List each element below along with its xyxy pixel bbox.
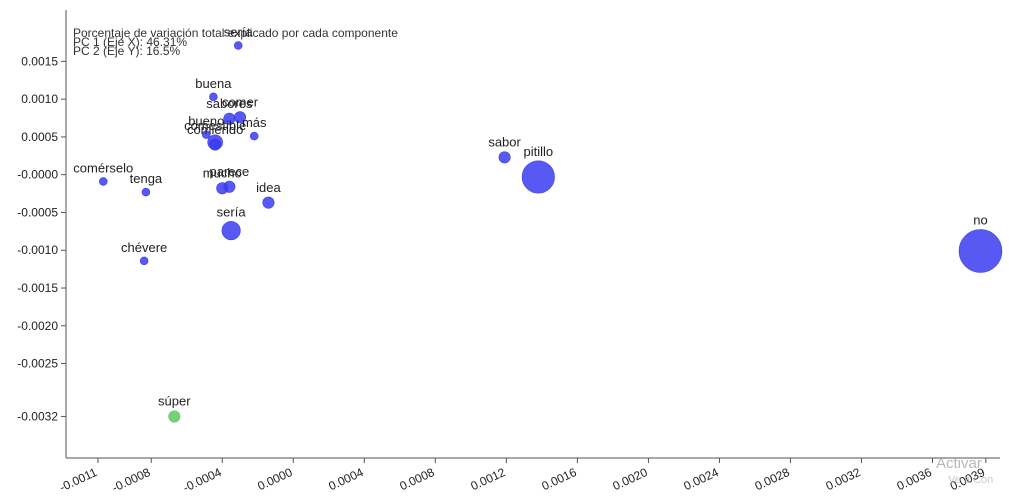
data-point-label: sabor: [488, 135, 521, 150]
x-tick-label: 0.0016: [539, 465, 578, 493]
chart-subtitle: PC 2 (Eje Y): 16.5%: [73, 44, 180, 58]
y-tick-label: -0.0010: [17, 243, 58, 257]
data-point-label: comiendo: [187, 122, 243, 137]
data-point[interactable]: [221, 221, 241, 241]
data-point-label: bueno: [188, 114, 224, 129]
data-point-label: parece: [209, 164, 249, 179]
data-point[interactable]: [223, 180, 236, 193]
watermark-line-1: Activar: [936, 455, 982, 472]
x-tick-label: 0.0032: [824, 465, 863, 493]
y-tick-label: -0.0032: [17, 409, 58, 423]
data-point-label: comérselo: [73, 161, 133, 176]
data-point-label: no: [973, 213, 987, 228]
data-point[interactable]: [202, 130, 211, 139]
y-tick-label: 0.0005: [21, 130, 58, 144]
data-point-label: pitillo: [524, 144, 554, 159]
data-point-label: chévere: [121, 240, 167, 255]
y-tick-label: -0.0020: [17, 319, 58, 333]
watermark-line-2: Ve a Con: [948, 474, 994, 486]
data-point-label: comestible: [184, 118, 246, 133]
data-point[interactable]: [262, 196, 275, 209]
data-point-label: comer: [222, 95, 259, 110]
x-tick-label: 0.0000: [255, 465, 294, 493]
y-tick-label: -0.0000: [17, 168, 58, 182]
data-point-label: sería: [217, 204, 247, 219]
data-point-label: más: [242, 115, 267, 130]
data-point[interactable]: [141, 187, 151, 197]
data-point-label: sabores: [206, 96, 253, 111]
x-tick-label: -0.0011: [57, 465, 99, 495]
data-point[interactable]: [498, 151, 511, 164]
data-point[interactable]: [139, 256, 149, 266]
data-point-label: buena: [195, 76, 232, 91]
data-point[interactable]: [233, 41, 243, 50]
data-point[interactable]: [958, 229, 1003, 273]
y-tick-label: -0.0005: [17, 205, 58, 219]
x-tick-label: 0.0028: [753, 465, 792, 493]
data-point[interactable]: [168, 410, 181, 423]
data-point[interactable]: [99, 177, 108, 186]
data-point[interactable]: [209, 138, 222, 151]
x-tick-label: -0.0004: [181, 465, 224, 495]
data-point-label: tenga: [130, 171, 163, 186]
data-point[interactable]: [234, 111, 247, 124]
data-point[interactable]: [209, 92, 218, 102]
data-point-label: mucho: [203, 166, 242, 181]
x-tick-label: 0.0012: [468, 465, 507, 493]
data-point-label: sería: [224, 25, 254, 40]
x-tick-label: 0.0004: [326, 465, 365, 493]
x-tick-label: -0.0008: [110, 465, 153, 495]
data-point-label: súper: [158, 394, 191, 409]
y-tick-label: 0.0015: [21, 54, 58, 68]
y-tick-label: 0.0010: [21, 92, 58, 106]
y-tick-label: -0.0015: [17, 281, 58, 295]
chart-subtitle: PC 1 (Eje X): 46.31%: [73, 35, 187, 49]
data-point-label: idea: [256, 180, 281, 195]
chart-info: Porcentaje de variación total explicado …: [73, 26, 398, 58]
x-tick-label: 0.0024: [682, 465, 721, 493]
data-point[interactable]: [249, 131, 259, 141]
data-point[interactable]: [521, 160, 555, 194]
y-tick-label: -0.0025: [17, 357, 58, 371]
x-tick-label: 0.0008: [397, 465, 436, 493]
chart-points: [99, 41, 1003, 423]
chart-title: Porcentaje de variación total explicado …: [73, 26, 398, 40]
x-tick-label: 0.0020: [611, 465, 650, 493]
x-tick-label: 0.0036: [895, 465, 934, 493]
